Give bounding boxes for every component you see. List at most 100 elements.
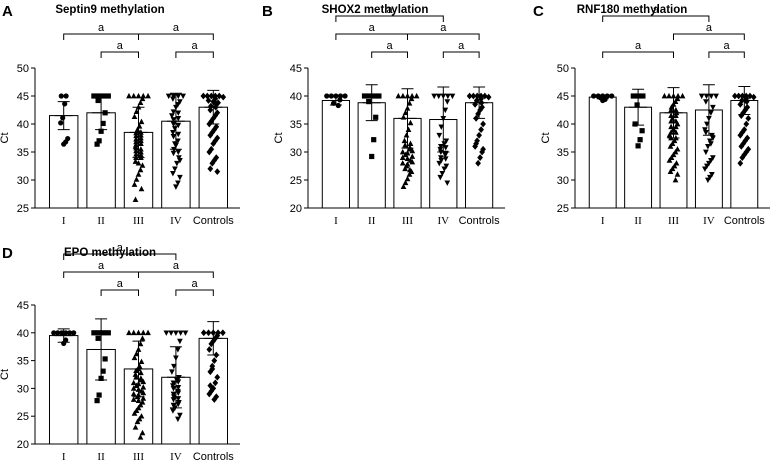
data-point [441, 141, 448, 147]
data-point [130, 329, 137, 336]
data-point [402, 142, 408, 148]
data-point [175, 149, 182, 156]
data-point [439, 170, 446, 177]
data-point [437, 146, 444, 153]
data-point [366, 93, 372, 99]
panel-letter: A [2, 3, 13, 20]
data-point [102, 110, 108, 116]
data-point [211, 126, 218, 133]
data-point [58, 93, 64, 99]
data-point [600, 97, 606, 104]
data-point [400, 92, 406, 99]
data-point [742, 106, 749, 114]
data-point [135, 397, 142, 403]
data-point [210, 98, 217, 105]
data-point [170, 109, 177, 115]
data-point [333, 93, 339, 99]
error-bar [166, 92, 185, 150]
data-point [214, 168, 221, 175]
data-point [679, 92, 686, 99]
data-point [205, 329, 212, 337]
data-point [58, 120, 64, 126]
y-tick-label: 40 [17, 119, 29, 131]
data-point [407, 140, 414, 146]
data-point [480, 120, 486, 128]
data-point [138, 137, 144, 144]
data-point [170, 130, 176, 136]
data-point [214, 332, 221, 339]
data-point [206, 120, 213, 128]
data-point [743, 120, 750, 128]
data-point [67, 330, 73, 336]
data-point [138, 140, 144, 146]
data-point [437, 174, 444, 181]
data-point [399, 160, 406, 166]
data-point [211, 396, 218, 403]
y-axis-label: Ct [540, 133, 552, 144]
data-point [213, 154, 220, 161]
y-tick-label: 35 [17, 356, 29, 368]
bar [464, 102, 494, 209]
data-point [170, 93, 177, 100]
significance-bracket [175, 289, 214, 296]
data-point [138, 369, 144, 376]
data-point [369, 153, 375, 160]
significance-label: a [173, 260, 180, 272]
data-point [703, 130, 709, 136]
data-point [133, 151, 139, 157]
significance-label: a [387, 40, 394, 52]
data-point [667, 168, 674, 174]
significance-bracket [63, 271, 139, 278]
y-axis-label: Ct [0, 133, 11, 144]
data-point [442, 156, 449, 162]
data-point [709, 172, 715, 178]
data-point [213, 351, 220, 359]
x-tick-label: I [334, 215, 338, 227]
data-point [402, 109, 409, 116]
data-point [71, 330, 77, 336]
data-point [207, 131, 214, 139]
x-tick-label: II [634, 215, 642, 227]
data-point [61, 141, 67, 147]
significance-label: a [440, 22, 447, 34]
data-point [442, 107, 449, 114]
x-tick-label: III [133, 451, 144, 463]
significance-bracket [100, 289, 139, 296]
data-point [630, 93, 636, 99]
x-tick-label: Controls [459, 215, 500, 227]
data-point [478, 126, 484, 133]
data-point [132, 371, 139, 377]
data-point [409, 153, 416, 159]
data-point [208, 92, 215, 100]
significance-label: a [117, 278, 124, 290]
y-tick-label: 40 [557, 119, 569, 131]
data-point [138, 185, 145, 192]
significance-label: a [173, 22, 180, 34]
data-point [175, 180, 181, 186]
data-point [632, 121, 638, 127]
x-tick-label: II [97, 215, 105, 227]
data-point [480, 145, 486, 153]
data-point [667, 143, 674, 149]
data-point [337, 97, 343, 103]
data-point [206, 346, 213, 353]
data-point [438, 144, 444, 150]
data-point [175, 116, 182, 122]
data-point [474, 92, 481, 100]
data-point [132, 158, 139, 164]
chart-title: SHOX2 methylation [322, 4, 429, 16]
data-point [135, 160, 142, 166]
data-point [133, 147, 139, 154]
x-tick-label: IV [170, 215, 182, 227]
data-point [173, 330, 179, 336]
data-point [401, 137, 408, 144]
data-point [135, 346, 142, 352]
data-point [209, 159, 216, 167]
data-point [171, 394, 177, 400]
significance-bracket [708, 51, 745, 58]
data-point [673, 123, 679, 130]
bar [588, 96, 617, 209]
data-point [135, 365, 142, 372]
data-point [134, 418, 141, 425]
